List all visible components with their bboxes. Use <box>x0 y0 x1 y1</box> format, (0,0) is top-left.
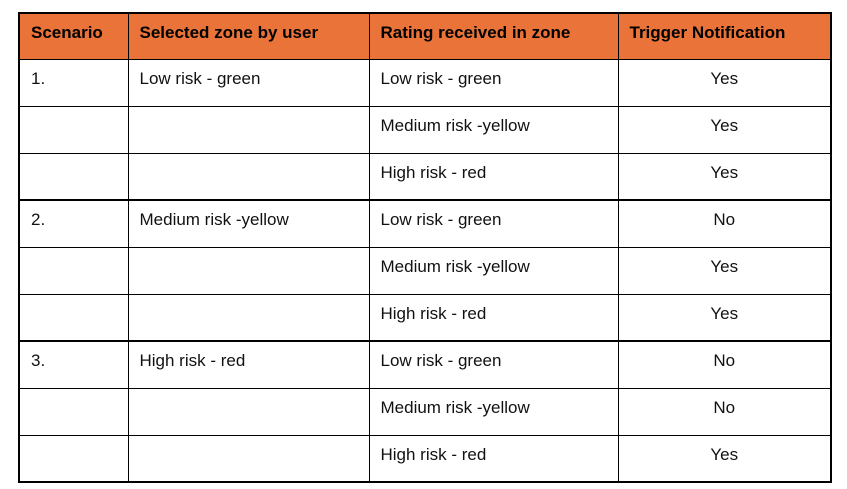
cell-selected-zone <box>127 387 370 436</box>
cell-selected-zone <box>127 246 370 295</box>
cell-trigger-notification: Yes <box>617 246 832 295</box>
cell-trigger-notification: Yes <box>617 434 832 483</box>
cell-trigger-notification: Yes <box>617 152 832 201</box>
table-row: High risk - red Yes <box>18 293 832 342</box>
cell-trigger-notification: Yes <box>617 58 832 107</box>
cell-selected-zone <box>127 293 370 342</box>
cell-scenario <box>18 246 129 295</box>
cell-rating-received: Low risk - green <box>368 58 619 107</box>
cell-selected-zone <box>127 152 370 201</box>
header-row: Scenario Selected zone by user Rating re… <box>18 12 832 60</box>
table-row: Medium risk -yellow No <box>18 387 832 436</box>
header-rating-received: Rating received in zone <box>368 12 619 60</box>
cell-rating-received: Medium risk -yellow <box>368 105 619 154</box>
cell-selected-zone: Low risk - green <box>127 58 370 107</box>
cell-scenario: 2. <box>18 199 129 248</box>
cell-selected-zone: Medium risk -yellow <box>127 199 370 248</box>
cell-scenario <box>18 293 129 342</box>
cell-selected-zone: High risk - red <box>127 340 370 389</box>
header-scenario: Scenario <box>18 12 129 60</box>
table-row: Medium risk -yellow Yes <box>18 105 832 154</box>
header-selected-zone: Selected zone by user <box>127 12 370 60</box>
table-row: 2. Medium risk -yellow Low risk - green … <box>18 199 832 248</box>
cell-selected-zone <box>127 434 370 483</box>
table-body: 1. Low risk - green Low risk - green Yes… <box>18 58 832 483</box>
cell-scenario <box>18 387 129 436</box>
cell-trigger-notification: Yes <box>617 293 832 342</box>
cell-selected-zone <box>127 105 370 154</box>
cell-scenario: 3. <box>18 340 129 389</box>
cell-rating-received: High risk - red <box>368 293 619 342</box>
cell-trigger-notification: No <box>617 387 832 436</box>
notification-scenario-table: Scenario Selected zone by user Rating re… <box>18 12 832 483</box>
cell-rating-received: Medium risk -yellow <box>368 387 619 436</box>
cell-rating-received: Medium risk -yellow <box>368 246 619 295</box>
cell-trigger-notification: No <box>617 199 832 248</box>
cell-rating-received: Low risk - green <box>368 199 619 248</box>
cell-rating-received: Low risk - green <box>368 340 619 389</box>
cell-scenario <box>18 152 129 201</box>
table-row: 3. High risk - red Low risk - green No <box>18 340 832 389</box>
cell-scenario <box>18 434 129 483</box>
cell-scenario <box>18 105 129 154</box>
cell-rating-received: High risk - red <box>368 152 619 201</box>
cell-trigger-notification: Yes <box>617 105 832 154</box>
table-row: High risk - red Yes <box>18 152 832 201</box>
cell-scenario: 1. <box>18 58 129 107</box>
table-row: Medium risk -yellow Yes <box>18 246 832 295</box>
cell-trigger-notification: No <box>617 340 832 389</box>
cell-rating-received: High risk - red <box>368 434 619 483</box>
table-row: High risk - red Yes <box>18 434 832 483</box>
table-row: 1. Low risk - green Low risk - green Yes <box>18 58 832 107</box>
header-trigger-notification: Trigger Notification <box>617 12 832 60</box>
